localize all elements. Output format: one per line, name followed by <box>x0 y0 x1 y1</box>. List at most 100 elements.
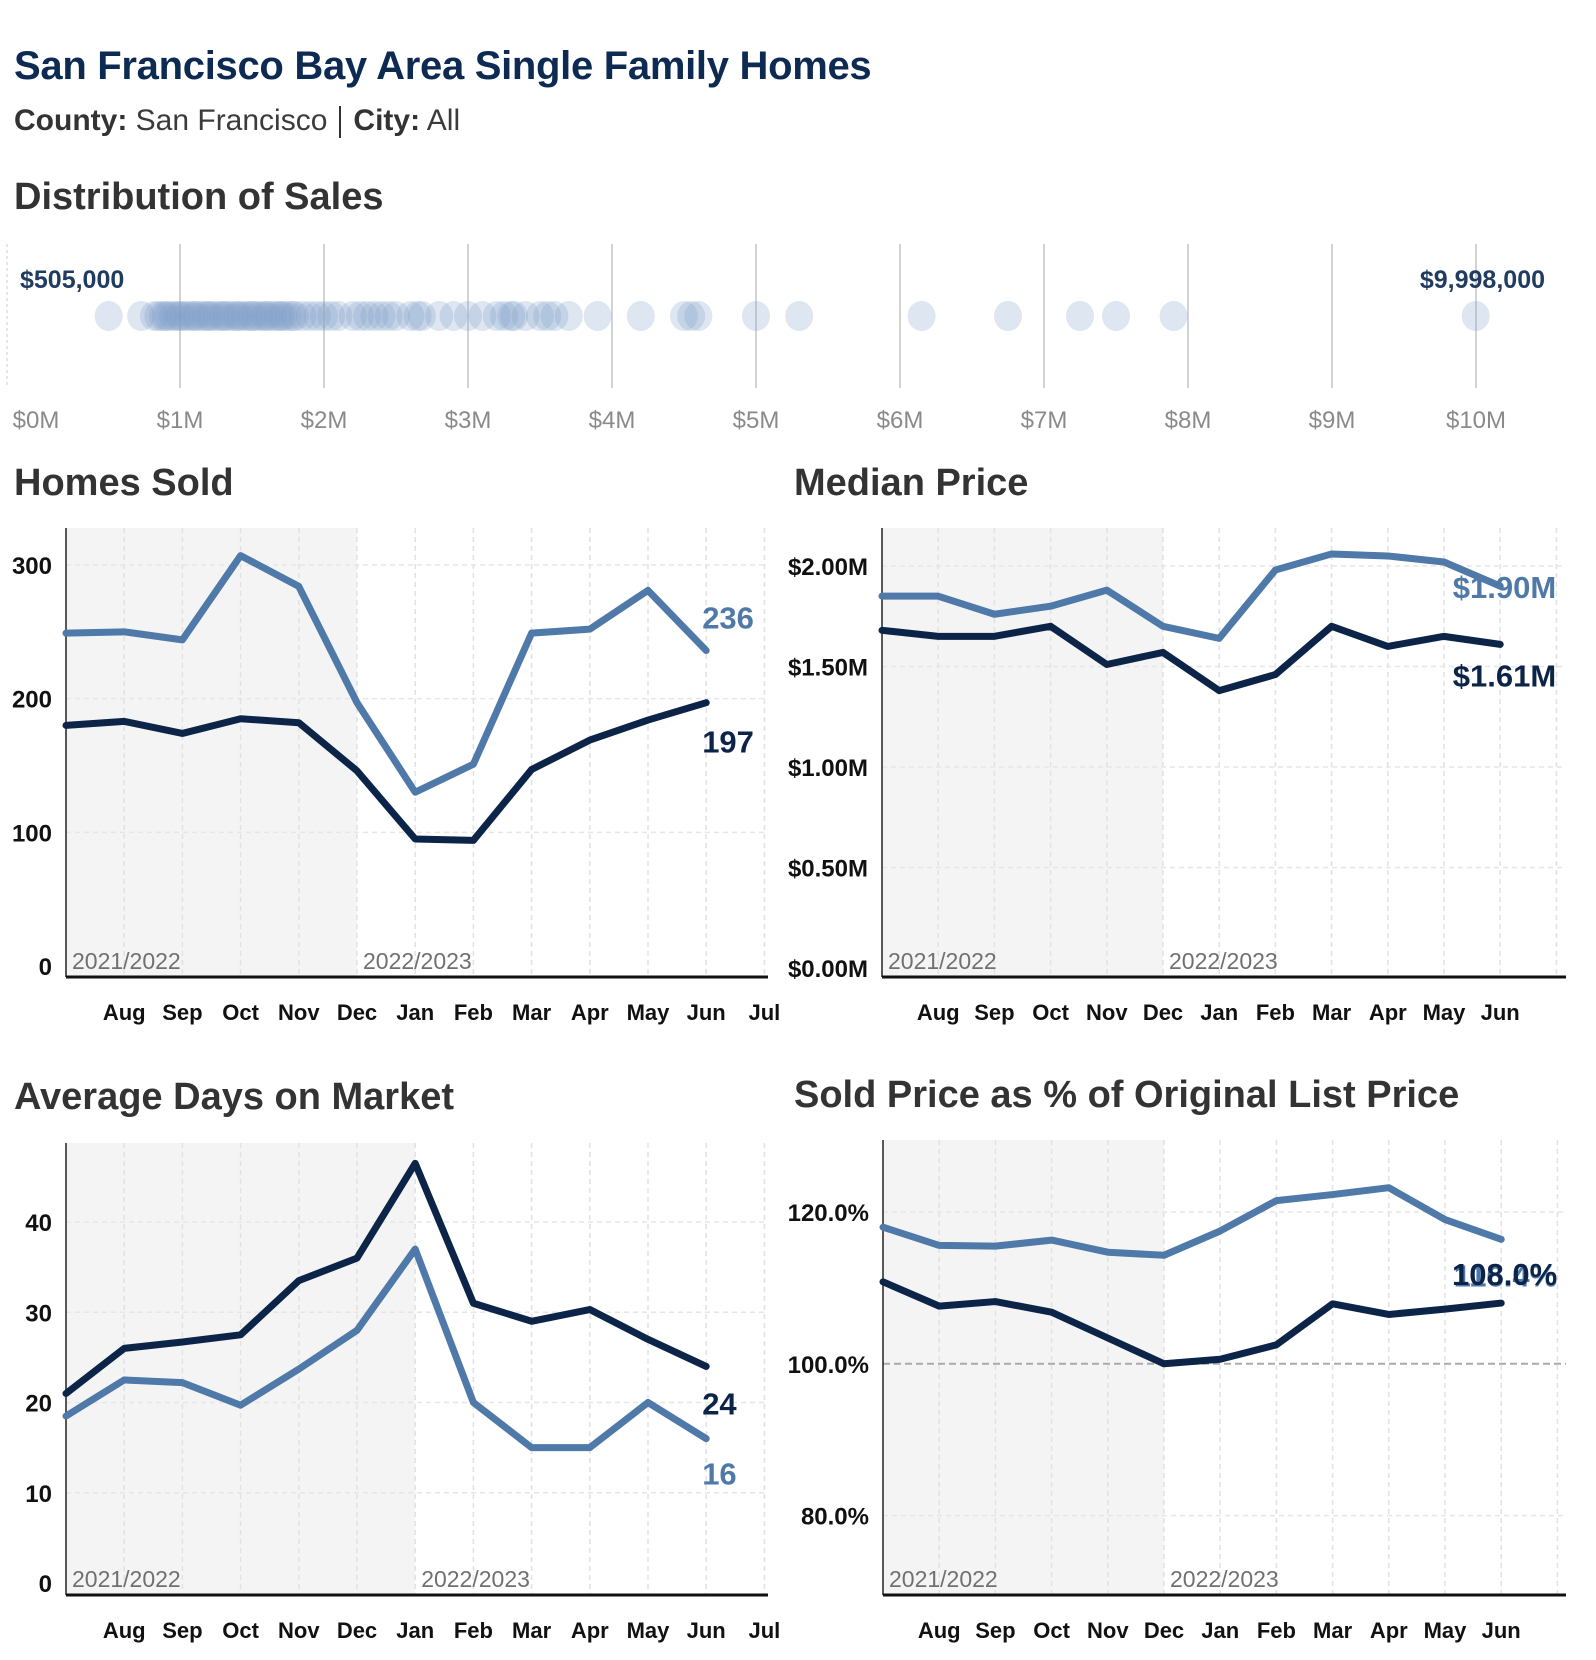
homes-sold-chart: 0 100 200 300 2021/2022 2022/2023 Aug Sep Oct Nov… <box>12 528 780 1025</box>
distribution-dot <box>209 301 238 331</box>
median-price-prior-period-shade <box>882 528 1163 977</box>
distribution-tick-label: $6M <box>877 407 924 434</box>
distribution-dot <box>374 301 403 331</box>
distribution-dot <box>252 301 281 331</box>
distribution-dot <box>94 301 123 331</box>
days-on-market-x-tick-label: Sep <box>162 1618 202 1643</box>
distribution-dot <box>540 301 569 331</box>
days-on-market-x-tick-label: Feb <box>454 1618 493 1643</box>
distribution-dot <box>166 301 194 331</box>
days-on-market-y-tick-label: 30 <box>25 1300 52 1327</box>
distribution-dot <box>274 301 302 331</box>
distribution-dot <box>295 301 324 331</box>
homes-sold-end-label-current: 197 <box>702 725 754 760</box>
median-price-x-tick-label: Mar <box>1312 1000 1352 1025</box>
city-value[interactable]: All <box>426 104 461 137</box>
sold-to-list-series-prior <box>879 1184 1505 1259</box>
median-price-x-tick-label: Jan <box>1200 1000 1238 1025</box>
days-on-market-y-tick-label: 40 <box>25 1210 52 1237</box>
distribution-dot <box>158 301 187 331</box>
homes-sold-x-tick-label: Feb <box>454 1000 493 1025</box>
distribution-dot <box>144 301 173 331</box>
days-on-market-y-tick-label: 10 <box>25 1481 52 1508</box>
homes-sold-y-tick-label: 300 <box>12 553 52 580</box>
distribution-dot <box>278 301 307 331</box>
sold-to-list-x-tick-label: Jun <box>1482 1618 1521 1643</box>
sold-to-list-end-label-current: 108.0% <box>1452 1257 1557 1292</box>
homes-sold-x-tick-label: Jan <box>396 1000 434 1025</box>
days-on-market-period-label: 2021/2022 <box>72 1566 181 1592</box>
sold-to-list-x-tick-label: Jan <box>1201 1618 1239 1643</box>
distribution-dot <box>403 301 432 331</box>
homes-sold-x-tick-label: Oct <box>222 1000 259 1025</box>
distribution-title: Distribution of Sales <box>14 176 384 218</box>
distribution-dot <box>677 301 706 331</box>
distribution-dot <box>1461 301 1490 331</box>
distribution-dot <box>154 301 183 331</box>
median-price-x-tick-label: Jun <box>1481 1000 1520 1025</box>
distribution-dot <box>151 301 180 331</box>
distribution-dot <box>173 301 202 331</box>
distribution-dot <box>360 301 389 331</box>
median-price-y-tick-label: $0.50M <box>788 856 868 883</box>
days-on-market-period-label: 2022/2023 <box>421 1566 530 1592</box>
homes-sold-y-tick-label: 200 <box>12 687 52 714</box>
homes-sold-title: Homes Sold <box>14 462 234 504</box>
city-label: City: <box>353 104 421 137</box>
distribution-dot <box>500 301 529 331</box>
days-on-market-x-tick-label: Dec <box>337 1618 377 1643</box>
separator <box>339 106 342 139</box>
distribution-dot <box>353 301 382 331</box>
homes-sold-x-tick-label: Mar <box>512 1000 552 1025</box>
homes-sold-x-tick-label: Jul <box>749 1000 781 1025</box>
distribution-tick-label: $5M <box>733 407 780 434</box>
distribution-dot <box>187 301 216 331</box>
sold-to-list-y-tick-label: 80.0% <box>801 1504 869 1531</box>
days-on-market-title: Average Days on Market <box>14 1076 455 1118</box>
sold-to-list-prior-period-shade <box>883 1140 1164 1595</box>
homes-sold-y-tick-label: 100 <box>12 820 52 847</box>
distribution-tick-label: $3M <box>445 407 492 434</box>
distribution-dot <box>396 301 425 331</box>
sold-to-list-x-tick-label: Sep <box>975 1618 1015 1643</box>
distribution-dot <box>202 301 230 331</box>
distribution-dot <box>367 301 396 331</box>
sold-to-list-x-tick-label: May <box>1424 1618 1468 1643</box>
distribution-dot <box>255 301 284 331</box>
distribution-chart: $0M $1M $2M $3M $4M $5M $6M $7M $8M $9M $10M $505,0… <box>6 244 1545 434</box>
homes-sold-x-tick-label: Aug <box>103 1000 146 1025</box>
distribution-dot <box>230 301 259 331</box>
distribution-dot <box>288 301 317 331</box>
distribution-dot <box>526 301 554 331</box>
distribution-dot <box>785 301 814 331</box>
distribution-dot <box>220 301 249 331</box>
median-price-end-label-prior: $1.90M <box>1453 570 1556 605</box>
sold-to-list-y-tick-label: 100.0% <box>788 1352 869 1379</box>
sold-to-list-x-tick-label: Apr <box>1370 1618 1408 1643</box>
distribution-dot <box>140 301 169 331</box>
distribution-tick-label: $9M <box>1309 407 1356 434</box>
homes-sold-x-tick-label: May <box>627 1000 671 1025</box>
distribution-dot <box>206 301 235 331</box>
distribution-dot <box>490 301 518 331</box>
filter-summary: County: San Francisco City: All <box>14 104 461 139</box>
median-price-x-tick-label: May <box>1423 1000 1467 1025</box>
sold-to-list-x-tick-label: Dec <box>1144 1618 1184 1643</box>
distribution-dot <box>302 301 331 331</box>
county-label: County: <box>14 104 128 137</box>
distribution-dot <box>197 301 226 331</box>
distribution-dot <box>338 301 367 331</box>
distribution-dot <box>223 301 252 331</box>
distribution-dot <box>907 301 936 331</box>
median-price-x-tick-label: Oct <box>1032 1000 1069 1025</box>
distribution-dot <box>425 301 454 331</box>
distribution-dot <box>238 301 266 331</box>
county-value[interactable]: San Francisco <box>135 104 328 137</box>
distribution-dot <box>127 301 156 331</box>
distribution-tick-label: $4M <box>589 407 636 434</box>
days-on-market-end-label-current: 24 <box>702 1386 737 1421</box>
days-on-market-x-tick-label: Jul <box>749 1618 781 1643</box>
median-price-period-label: 2021/2022 <box>888 948 997 974</box>
sold-to-list-x-tick-label: Mar <box>1313 1618 1353 1643</box>
sold-to-list-y-tick-label: 120.0% <box>788 1200 869 1227</box>
